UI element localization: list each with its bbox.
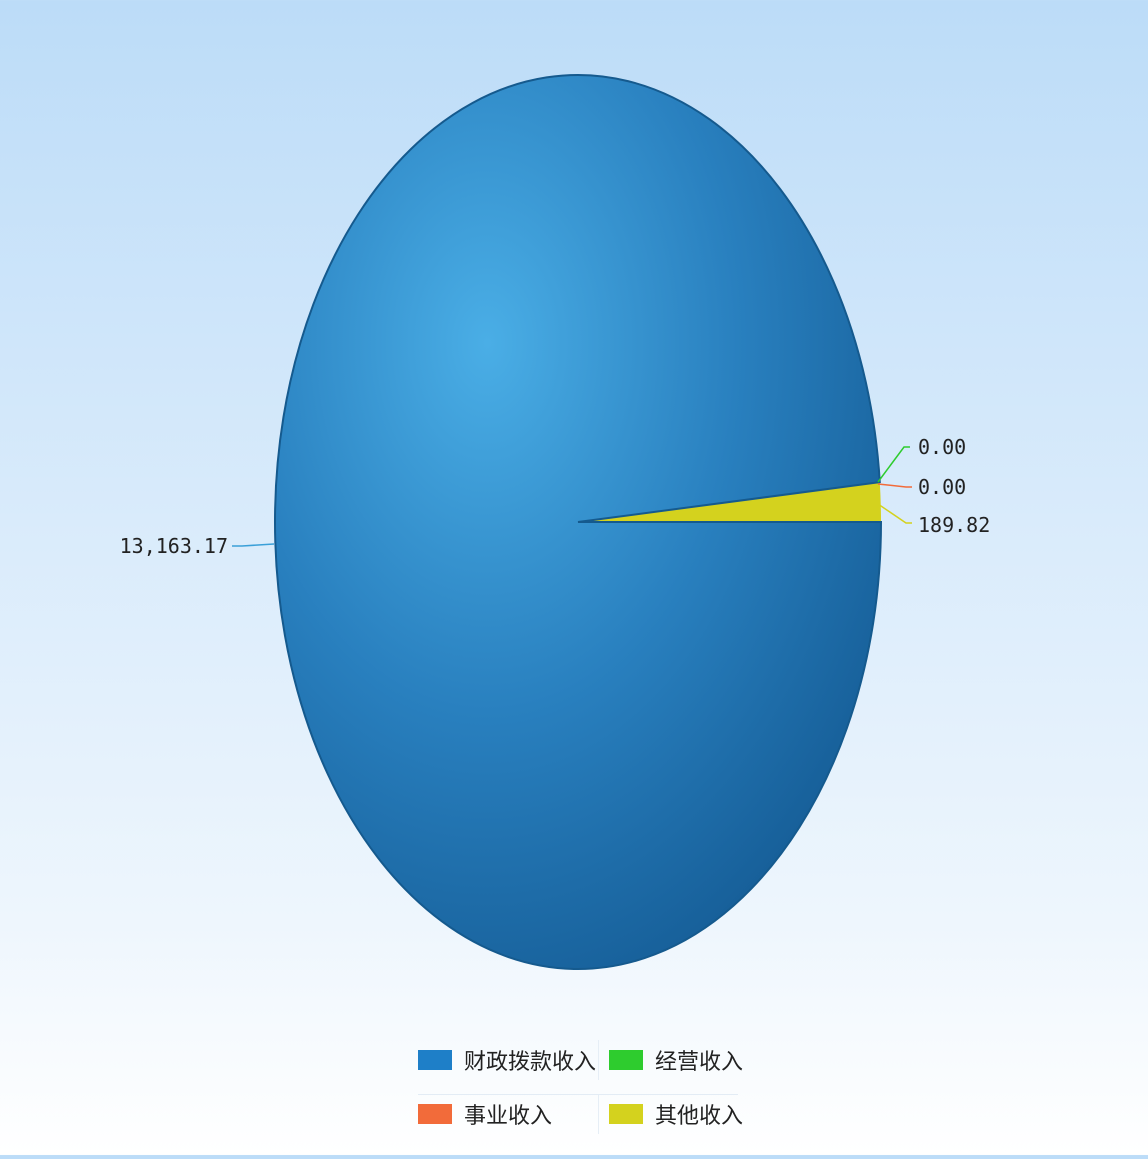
leader-line — [877, 483, 912, 488]
pie-slice[interactable] — [274, 74, 883, 971]
data-label: 13,163.17 — [120, 534, 228, 558]
data-label: 189.82 — [918, 513, 990, 537]
legend: 财政拨款收入 经营收入 事业收入 其他收入 — [418, 1040, 758, 1134]
legend-swatch-other — [609, 1104, 643, 1124]
data-label: 0.00 — [918, 435, 966, 459]
legend-label-business: 经营收入 — [655, 1050, 744, 1075]
leader-line — [877, 446, 910, 483]
legend-swatch-institution — [418, 1104, 452, 1124]
legend-divider — [418, 1094, 738, 1095]
leader-line — [232, 543, 275, 547]
legend-item-business[interactable]: 经营收入 — [598, 1040, 758, 1080]
legend-item-other[interactable]: 其他收入 — [598, 1094, 758, 1134]
legend-label-other: 其他收入 — [655, 1104, 744, 1129]
data-label: 0.00 — [918, 475, 966, 499]
legend-item-institution[interactable]: 事业收入 — [418, 1094, 598, 1134]
legend-item-fiscal[interactable]: 财政拨款收入 — [418, 1040, 598, 1080]
legend-label-institution: 事业收入 — [464, 1104, 553, 1129]
leader-line — [877, 503, 912, 524]
legend-swatch-business — [609, 1050, 643, 1070]
legend-label-fiscal: 财政拨款收入 — [464, 1050, 597, 1075]
legend-swatch-fiscal — [418, 1050, 452, 1070]
